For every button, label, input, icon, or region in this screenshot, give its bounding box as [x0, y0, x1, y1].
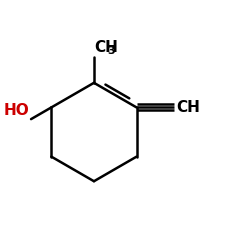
Text: CH: CH	[94, 40, 118, 55]
Text: 3: 3	[107, 46, 114, 56]
Text: HO: HO	[4, 103, 29, 118]
Text: CH: CH	[176, 100, 200, 115]
